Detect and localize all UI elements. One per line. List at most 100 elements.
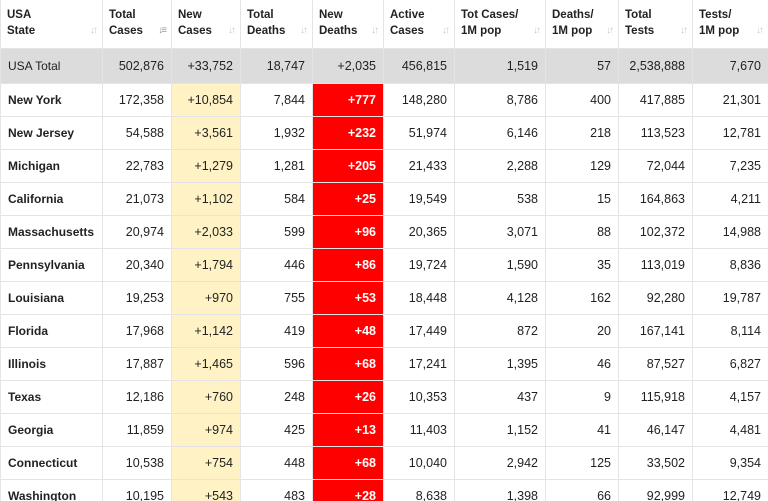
sort-arrows-icon[interactable]: ↓↑ [680, 25, 688, 36]
cell-cases-per-million: 8,786 [454, 83, 546, 117]
table-header-row: USA State ↓↑ Total Cases ↓≡ New Cases ↓↑ Total Dea… [0, 0, 768, 49]
cell-state[interactable]: California [0, 182, 103, 216]
cell-new-deaths: +48 [312, 314, 384, 348]
cell-new-deaths: +205 [312, 149, 384, 183]
cell-state[interactable]: Pennsylvania [0, 248, 103, 282]
cell-total-deaths: 584 [240, 182, 313, 216]
cell-new-cases: +1,279 [171, 149, 241, 183]
cell-active-cases: 19,549 [383, 182, 455, 216]
cell-deaths-per-million: 46 [545, 347, 619, 381]
cell-state[interactable]: Texas [0, 380, 103, 414]
cell-cases-per-million: 2,288 [454, 149, 546, 183]
cell-tests-per-million: 4,481 [692, 413, 768, 447]
cell-active-cases: 17,449 [383, 314, 455, 348]
cell-total-tests: 2,538,888 [618, 48, 693, 84]
cell-total-cases: 22,783 [102, 149, 172, 183]
column-header-label: 1M pop [699, 25, 740, 37]
table-row: Florida 17,968 +1,142 419 +48 17,449 872 20 167,… [0, 314, 768, 348]
cell-deaths-per-million: 162 [545, 281, 619, 315]
column-header-label: Cases [109, 25, 143, 37]
column-header-new-deaths[interactable]: New Deaths ↓↑ [312, 0, 384, 49]
column-header-label: Tests/ [699, 9, 732, 21]
column-header-active-cases[interactable]: Active Cases ↓↑ [383, 0, 455, 49]
cell-new-deaths: +68 [312, 446, 384, 480]
cell-active-cases: 148,280 [383, 83, 455, 117]
table-row: Pennsylvania 20,340 +1,794 446 +86 19,724 1,59… [0, 248, 768, 282]
column-header-label: Deaths [319, 25, 358, 37]
cell-state[interactable]: New Jersey [0, 116, 103, 150]
cell-state[interactable]: Washington [0, 479, 103, 501]
cell-new-cases: +754 [171, 446, 241, 480]
cell-total-cases: 54,588 [102, 116, 172, 150]
cell-new-cases: +974 [171, 413, 241, 447]
column-header-deaths-per-million[interactable]: Deaths/1M pop ↓↑ [545, 0, 619, 49]
column-header-cases-per-million[interactable]: Tot Cases/1M pop ↓↑ [454, 0, 546, 49]
table-row: Georgia 11,859 +974 425 +13 11,403 1,152 41 46,1… [0, 413, 768, 447]
cell-tests-per-million: 8,114 [692, 314, 768, 348]
cell-active-cases: 20,365 [383, 215, 455, 249]
column-header-state[interactable]: USA State ↓↑ [0, 0, 103, 49]
cell-total-deaths: 1,932 [240, 116, 313, 150]
cell-active-cases: 11,403 [383, 413, 455, 447]
cell-total-deaths: 419 [240, 314, 313, 348]
sort-arrows-icon[interactable]: ↓↑ [90, 25, 98, 36]
column-header-label: Total [247, 9, 274, 21]
cell-total-deaths: 248 [240, 380, 313, 414]
table-row: New Jersey 54,588 +3,561 1,932 +232 51,974 6,1… [0, 116, 768, 150]
sort-arrows-icon[interactable]: ↓↑ [371, 25, 379, 36]
cell-total-tests: 164,863 [618, 182, 693, 216]
cell-new-deaths: +86 [312, 248, 384, 282]
column-header-total-tests[interactable]: Total Tests ↓↑ [618, 0, 693, 49]
cell-state[interactable]: New York [0, 83, 103, 117]
cell-tests-per-million: 12,749 [692, 479, 768, 501]
sort-arrows-icon[interactable]: ↓↑ [606, 25, 614, 36]
sort-arrows-icon[interactable]: ↓↑ [533, 25, 541, 36]
cell-deaths-per-million: 9 [545, 380, 619, 414]
cell-new-deaths: +96 [312, 215, 384, 249]
cell-total-deaths: 599 [240, 215, 313, 249]
cell-state[interactable]: Florida [0, 314, 103, 348]
column-header-label: Deaths/ [552, 9, 594, 21]
cell-cases-per-million: 1,395 [454, 347, 546, 381]
cell-tests-per-million: 4,211 [692, 182, 768, 216]
column-header-total-deaths[interactable]: Total Deaths ↓↑ [240, 0, 313, 49]
cell-total-tests: 113,523 [618, 116, 693, 150]
column-header-label: New [319, 9, 343, 21]
column-header-new-cases[interactable]: New Cases ↓↑ [171, 0, 241, 49]
cell-total-tests: 102,372 [618, 215, 693, 249]
cell-cases-per-million: 4,128 [454, 281, 546, 315]
sort-arrows-icon[interactable]: ↓↑ [300, 25, 308, 36]
column-header-label: Cases [178, 25, 212, 37]
column-header-label: 1M pop [552, 25, 593, 37]
column-header-label: Tests [625, 25, 655, 37]
cell-active-cases: 8,638 [383, 479, 455, 501]
cell-state[interactable]: Louisiana [0, 281, 103, 315]
cell-tests-per-million: 8,836 [692, 248, 768, 282]
cell-state[interactable]: Michigan [0, 149, 103, 183]
sort-arrows-icon[interactable]: ↓↑ [756, 25, 764, 36]
cell-new-deaths: +2,035 [312, 48, 384, 84]
column-header-label: Active [390, 9, 425, 21]
sort-arrows-icon[interactable]: ↓↑ [442, 25, 450, 36]
cell-total-deaths: 446 [240, 248, 313, 282]
cell-new-deaths: +68 [312, 347, 384, 381]
cell-tests-per-million: 21,301 [692, 83, 768, 117]
cell-cases-per-million: 1,590 [454, 248, 546, 282]
cell-total-deaths: 425 [240, 413, 313, 447]
cell-new-deaths: +232 [312, 116, 384, 150]
cell-new-cases: +1,142 [171, 314, 241, 348]
column-header-total-cases[interactable]: Total Cases ↓≡ [102, 0, 172, 49]
cell-state[interactable]: Connecticut [0, 446, 103, 480]
column-header-label: Cases [390, 25, 424, 37]
cell-state[interactable]: Georgia [0, 413, 103, 447]
cell-state[interactable]: Massachusetts [0, 215, 103, 249]
cell-total-tests: 46,147 [618, 413, 693, 447]
cell-state[interactable]: Illinois [0, 347, 103, 381]
cell-cases-per-million: 2,942 [454, 446, 546, 480]
cell-deaths-per-million: 218 [545, 116, 619, 150]
column-header-tests-per-million[interactable]: Tests/1M pop ↓↑ [692, 0, 768, 49]
sort-arrows-icon[interactable]: ↓≡ [158, 25, 167, 36]
sort-arrows-icon[interactable]: ↓↑ [228, 25, 236, 36]
column-header-label: Total [625, 9, 652, 21]
